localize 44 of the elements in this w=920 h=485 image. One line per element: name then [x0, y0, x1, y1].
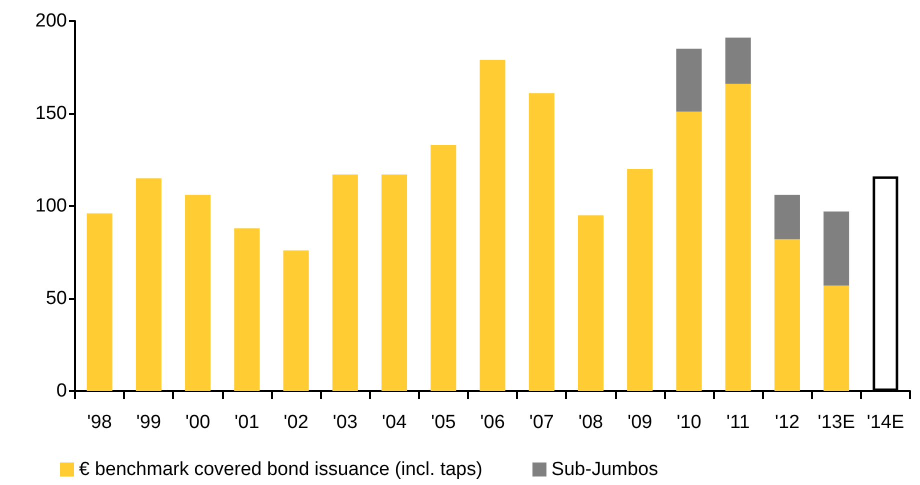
y-tick-label: 200	[35, 10, 67, 32]
bar	[627, 169, 653, 391]
bar	[774, 194, 800, 240]
bar	[824, 212, 850, 286]
x-tick-label: '14E	[866, 412, 904, 433]
x-tick-label: '02	[284, 412, 308, 433]
y-tick-label: 100	[35, 196, 67, 216]
x-tick-label: '99	[136, 412, 162, 433]
x-tick-label: '04	[382, 412, 408, 433]
x-tick-label: '11	[726, 412, 750, 433]
bar	[725, 38, 751, 84]
y-tick-label: 50	[46, 288, 67, 309]
x-tick-label: '08	[578, 412, 604, 433]
bar	[676, 112, 702, 391]
x-tick-label: '10	[676, 412, 702, 433]
x-tick-label: '05	[431, 412, 456, 433]
bar	[676, 48, 702, 112]
x-tick-label: '13E	[818, 412, 856, 433]
x-tick-label: '00	[185, 412, 210, 433]
bar	[381, 174, 408, 391]
x-tick-label: '06	[480, 412, 505, 433]
legend-label: € benchmark covered bond issuance (incl. taps)	[79, 459, 482, 480]
x-tick-label: '01	[234, 412, 260, 433]
bar	[578, 215, 604, 391]
bar	[234, 228, 260, 391]
bar	[283, 250, 309, 391]
bar	[774, 239, 800, 391]
x-tick-label: '07	[529, 412, 554, 433]
y-tick-label: 150	[35, 103, 67, 124]
x-tick-label: '12	[774, 412, 800, 433]
bar	[185, 194, 211, 391]
y-tick-label: 0	[56, 380, 67, 402]
bar	[86, 213, 112, 391]
bar	[528, 93, 554, 391]
x-tick-label: '09	[627, 412, 652, 433]
bar	[480, 60, 506, 391]
bar	[136, 178, 162, 391]
bar	[332, 174, 358, 391]
legend-label: Sub-Jumbos	[551, 459, 658, 480]
bar	[430, 144, 456, 391]
bar	[824, 286, 850, 391]
x-tick-label: '98	[87, 412, 112, 433]
x-tick-label: '03	[332, 412, 358, 433]
bar	[725, 84, 751, 391]
